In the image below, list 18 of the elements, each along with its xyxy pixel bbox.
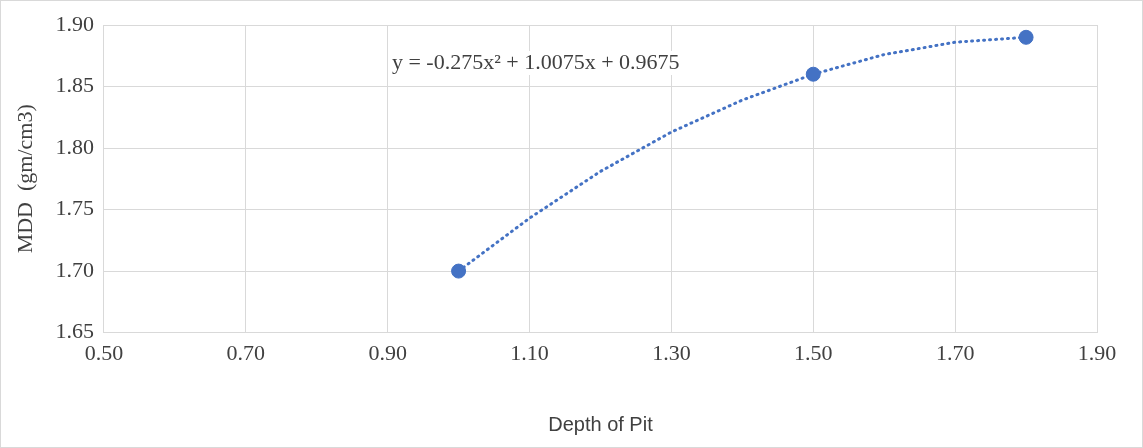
y-tick-label: 1.85 <box>55 72 94 98</box>
y-tick-label: 1.70 <box>55 256 94 282</box>
point <box>805 66 821 82</box>
y-axis-title: MDD (gm/cm3) <box>11 104 37 254</box>
x-tick-label: 1.50 <box>794 339 833 365</box>
annotation: y = -0.275x² + 1.0075x + 0.9675 <box>391 48 680 74</box>
point <box>1018 29 1034 45</box>
x-tick-label: 1.90 <box>1077 339 1117 365</box>
x-tick-label: 1.30 <box>652 339 691 365</box>
x-tick-label: 1.10 <box>510 339 549 365</box>
y-tick-label: 1.90 <box>55 10 94 36</box>
y-tick-label: 1.80 <box>55 133 94 159</box>
x-tick-label: 0.70 <box>226 339 266 365</box>
y-tick-label: 1.75 <box>55 195 94 221</box>
point <box>451 263 467 279</box>
x-tick-label: 1.70 <box>935 339 975 365</box>
x-axis-title: Depth of Pit <box>548 412 654 435</box>
x-tick-label: 0.90 <box>368 339 407 365</box>
